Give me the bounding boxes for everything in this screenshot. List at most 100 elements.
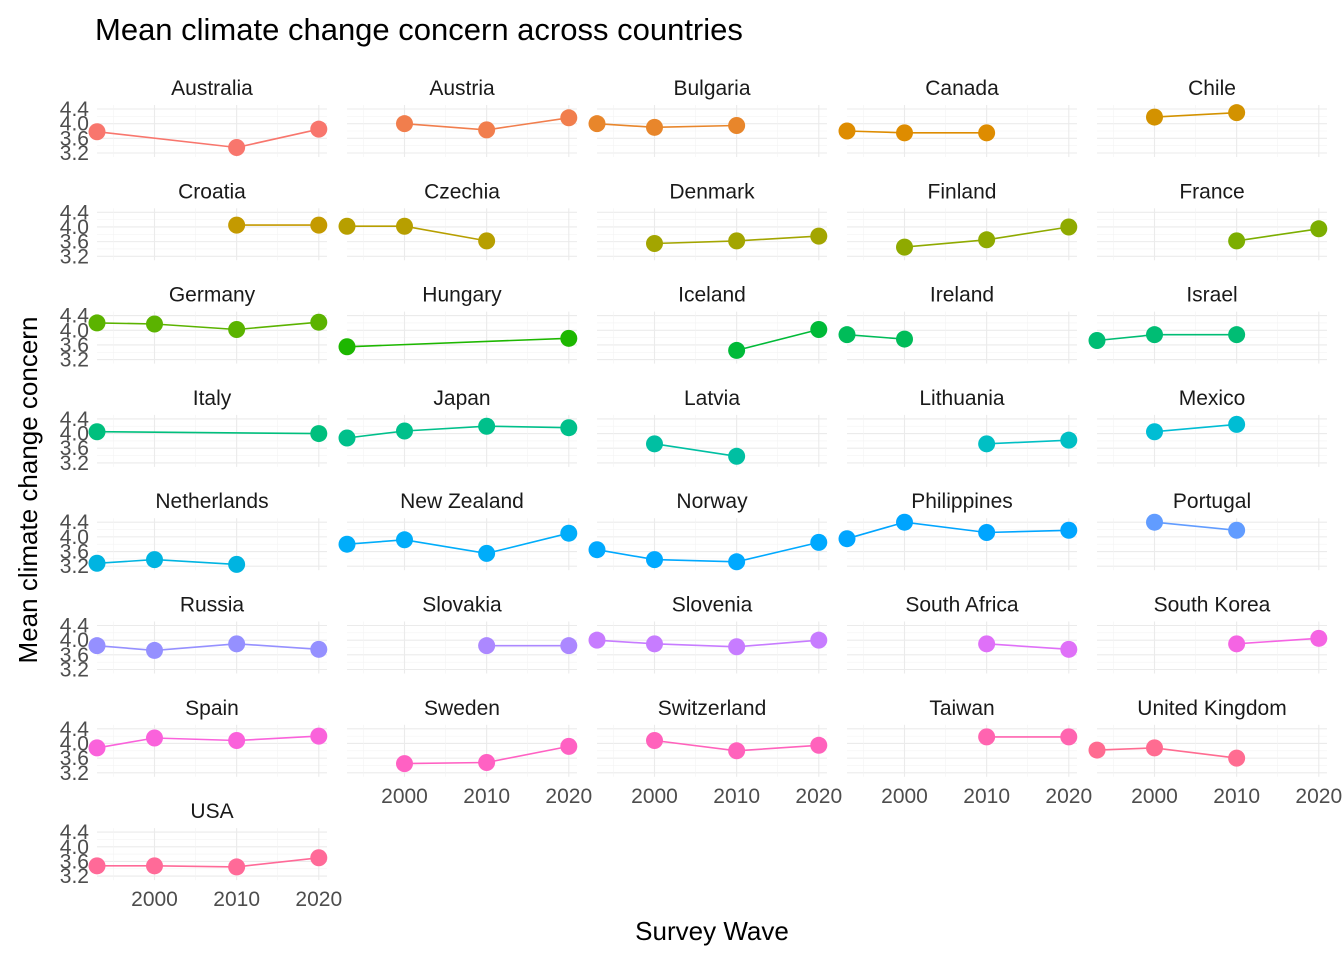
data-point-denmark [728, 232, 746, 250]
facet-label-netherlands: Netherlands [155, 490, 268, 513]
facet-label-ireland: Ireland [930, 284, 994, 307]
facet-panel-taiwan: Taiwan 2000 2010 2020 [847, 697, 1092, 808]
series-line-south-korea [1236, 637, 1319, 645]
data-point-hungary [560, 329, 578, 347]
facet-panel-sweden: Sweden 2000 2010 2020 [347, 697, 592, 808]
data-point-chile [1228, 104, 1246, 122]
y-tick-label: 3.6 [60, 541, 89, 564]
data-point-philippines [896, 513, 913, 531]
data-point-russia [88, 637, 106, 655]
data-point-usa [310, 849, 328, 867]
data-point-denmark [810, 227, 828, 245]
data-point-denmark [646, 234, 663, 252]
facet-label-italy: Italy [193, 387, 232, 410]
data-point-mexico [1146, 423, 1163, 441]
facet-label-germany: Germany [169, 284, 256, 307]
data-point-iceland [810, 321, 828, 339]
y-tick-label: 4.4 [60, 821, 90, 844]
data-point-philippines [838, 530, 856, 548]
facet-label-south-africa: South Africa [905, 594, 1019, 617]
x-tick-label: 2020 [1045, 785, 1092, 808]
series-line-latvia [654, 443, 737, 458]
x-tick-label: 2000 [131, 888, 178, 911]
data-point-latvia [646, 435, 663, 453]
facet-panel-portugal: Portugal [1097, 490, 1327, 571]
facet-label-czechia: Czechia [424, 180, 500, 203]
x-tick-label: 2000 [381, 785, 428, 808]
facet-label-portugal: Portugal [1173, 490, 1251, 513]
series-line-czechia [347, 225, 487, 242]
data-point-australia [228, 139, 246, 156]
data-point-croatia [228, 216, 246, 234]
data-point-france [1310, 220, 1328, 238]
y-tick-label: 3.2 [60, 865, 89, 888]
x-tick-label: 2020 [1295, 785, 1342, 808]
data-point-canada [838, 122, 856, 140]
data-point-usa [228, 858, 246, 876]
data-point-finland [978, 231, 996, 249]
data-point-netherlands [228, 555, 246, 573]
y-tick-label: 3.6 [60, 850, 89, 873]
x-tick-label: 2020 [295, 888, 342, 911]
facet-panel-canada: Canada [838, 77, 1077, 157]
series-line-norway [596, 541, 819, 563]
data-point-philippines [1060, 521, 1078, 539]
facet-label-austria: Austria [429, 77, 495, 100]
facet-panel-ireland: Ireland [838, 284, 1077, 364]
data-point-slovakia [478, 637, 496, 655]
y-tick-label: 3.2 [60, 555, 89, 578]
data-point-spain [228, 732, 246, 750]
data-point-canada [896, 124, 913, 142]
data-point-israel [1228, 326, 1246, 344]
data-point-south-africa [978, 635, 996, 653]
data-point-russia [310, 640, 328, 658]
data-point-slovenia [728, 638, 746, 656]
facet-panel-south-africa: South Africa [847, 594, 1078, 674]
facet-label-france: France [1179, 180, 1244, 203]
data-point-japan [396, 422, 413, 440]
facet-label-australia: Australia [171, 77, 253, 100]
data-point-japan [478, 417, 496, 435]
data-point-philippines [978, 523, 996, 541]
x-axis-title: Survey Wave [635, 916, 789, 946]
data-point-italy [310, 425, 328, 443]
data-point-taiwan [1060, 728, 1078, 746]
x-tick-label: 2010 [1213, 785, 1260, 808]
facet-label-new-zealand: New Zealand [400, 490, 524, 513]
series-line-usa [97, 857, 319, 868]
y-tick-label: 4.4 [60, 615, 90, 638]
y-tick-label: 4.0 [60, 216, 89, 239]
facet-label-spain: Spain [185, 697, 239, 720]
y-tick-label: 4.0 [60, 113, 89, 136]
facet-label-south-korea: South Korea [1154, 594, 1271, 617]
facet-panel-new-zealand: New Zealand [338, 490, 578, 571]
data-point-slovenia [588, 631, 606, 649]
y-tick-label: 3.2 [60, 245, 89, 268]
data-point-south-korea [1228, 635, 1246, 653]
data-point-germany [88, 314, 106, 332]
series-line-philippines [846, 521, 1069, 540]
data-point-hungary [338, 338, 356, 356]
chart-title: Mean climate change concern across count… [95, 12, 743, 47]
data-point-czechia [338, 217, 356, 235]
series-line-hungary [346, 337, 569, 348]
series-line-new-zealand [346, 532, 569, 555]
y-tick-label: 3.2 [60, 659, 89, 682]
y-axis-title: Mean climate change concern [13, 317, 43, 664]
series-line-italy [96, 430, 319, 435]
data-point-germany [228, 321, 246, 339]
data-point-netherlands [146, 551, 163, 569]
y-tick-label: 4.0 [60, 526, 89, 549]
facet-panel-iceland: Iceland [597, 284, 828, 364]
series-line-germany [96, 321, 319, 331]
series-line-bulgaria [596, 122, 737, 129]
facet-panel-chile: Chile [1097, 77, 1327, 157]
data-point-spain [88, 739, 106, 757]
data-point-united-kingdom [1088, 741, 1106, 759]
facet-label-united-kingdom: United Kingdom [1137, 697, 1286, 720]
data-point-lithuania [1060, 431, 1078, 449]
data-point-czechia [478, 232, 496, 250]
data-point-spain [310, 727, 328, 745]
